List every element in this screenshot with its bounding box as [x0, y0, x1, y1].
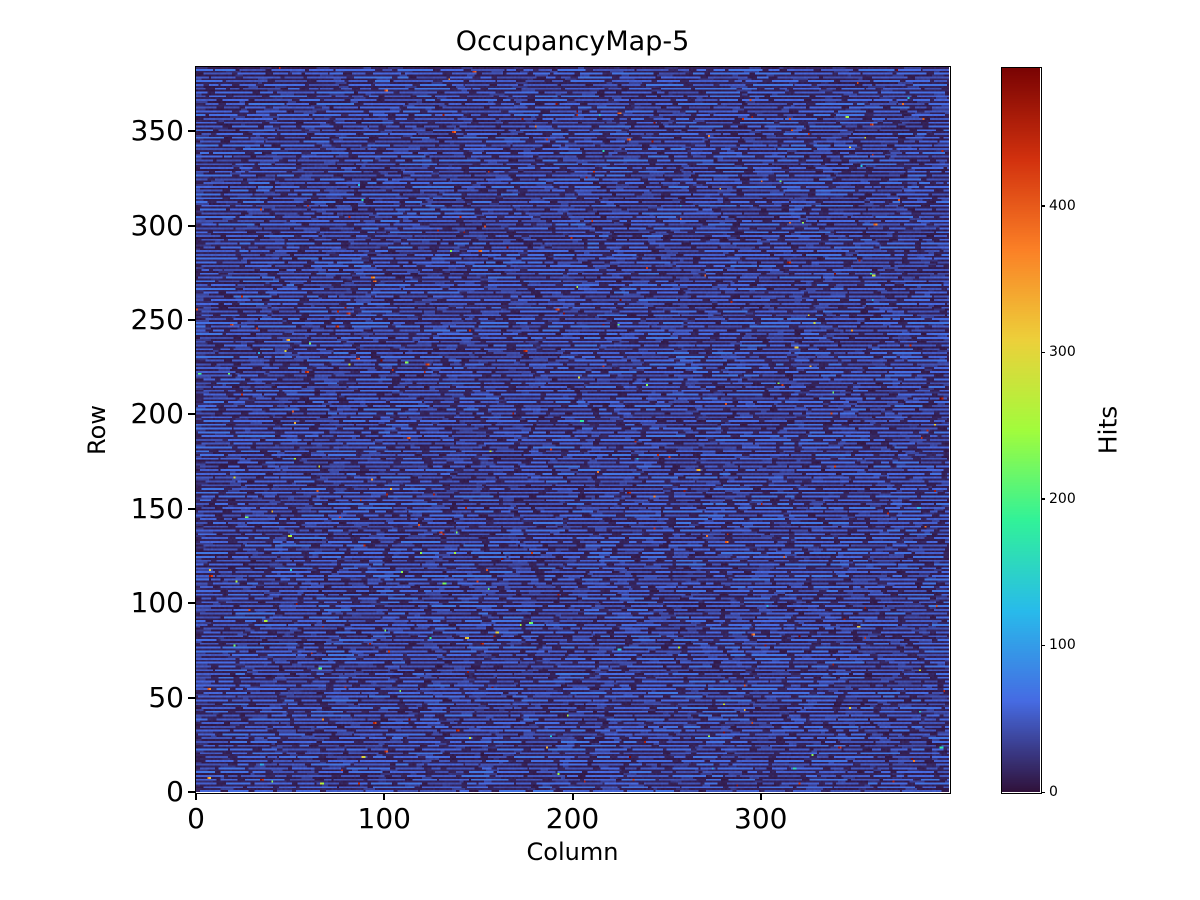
tick-mark — [1041, 498, 1045, 500]
tick-mark — [1041, 644, 1045, 647]
y-tick-label: 200 — [130, 397, 184, 431]
y-tick-label: 350 — [130, 114, 184, 148]
x-tick-label: 0 — [187, 802, 205, 835]
heatmap-image — [196, 67, 949, 792]
tick-mark — [188, 318, 195, 321]
plot-title: OccupancyMap-5 — [455, 26, 690, 57]
colorbar-tick-label: 0 — [1049, 784, 1058, 800]
colorbar-tick-label: 300 — [1049, 344, 1076, 361]
colorbar-tick-label: 400 — [1049, 197, 1076, 214]
colorbar-tick-label: 100 — [1049, 637, 1076, 654]
tick-mark — [188, 602, 195, 605]
y-tick-label: 150 — [130, 491, 184, 525]
x-tick-label: 200 — [545, 802, 600, 835]
x-tick-label: 100 — [357, 802, 411, 835]
tick-mark — [383, 793, 386, 800]
y-tick-label: 50 — [148, 680, 184, 714]
colorbar-label: Hits — [1093, 405, 1123, 455]
tick-mark — [188, 413, 195, 416]
y-tick-label: 300 — [130, 208, 184, 242]
y-tick-label: 0 — [166, 775, 184, 808]
tick-mark — [188, 507, 195, 510]
colorbar-gradient — [1002, 68, 1040, 792]
tick-mark — [188, 130, 195, 133]
colorbar-tick-label: 200 — [1049, 490, 1076, 507]
tick-mark — [1041, 205, 1045, 207]
x-axis-label: Column — [526, 838, 619, 866]
tick-mark — [188, 696, 195, 699]
tick-mark — [571, 793, 574, 800]
x-tick-label: 300 — [734, 802, 788, 835]
y-tick-label: 100 — [130, 586, 184, 620]
tick-mark — [188, 791, 195, 793]
tick-mark — [759, 793, 762, 800]
y-tick-label: 250 — [130, 302, 184, 336]
tick-mark — [1041, 791, 1045, 793]
tick-mark — [188, 224, 195, 227]
tick-mark — [1041, 351, 1045, 354]
tick-mark — [195, 793, 197, 800]
